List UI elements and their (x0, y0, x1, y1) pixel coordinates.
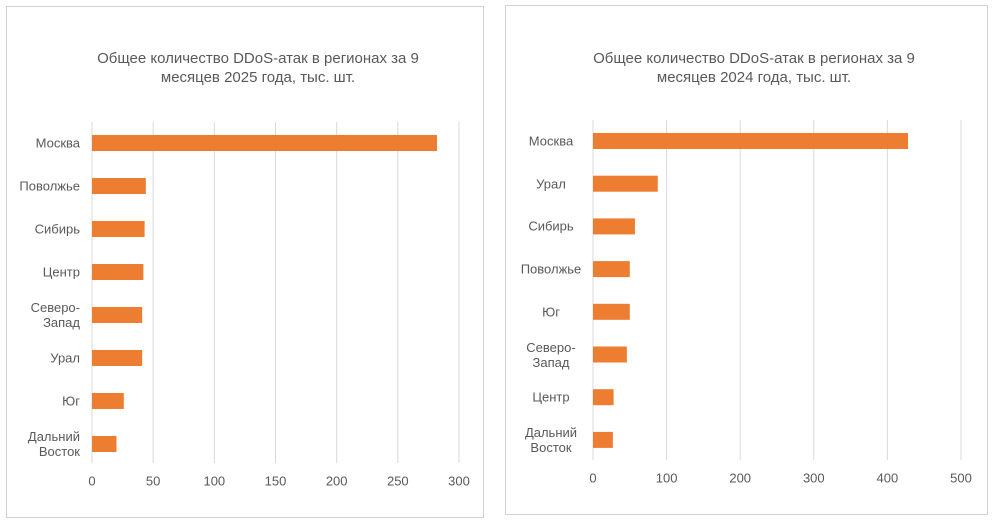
chart-title: Общее количество DDoS-атак в регионах за… (97, 50, 419, 86)
bar (92, 135, 437, 151)
bar (92, 350, 143, 366)
x-tick-label: 100 (656, 470, 678, 485)
bar (92, 264, 144, 280)
category-label: Юг (542, 304, 560, 320)
bar (593, 261, 630, 278)
category-label: Москва (35, 135, 80, 151)
category-label: Поволжье (520, 261, 582, 277)
bar (92, 393, 124, 409)
x-tick-label: 300 (448, 473, 470, 488)
category-label: Центр (532, 389, 570, 405)
x-tick-label: 0 (589, 470, 596, 485)
category-label: Москва (528, 133, 574, 149)
x-tick-label: 200 (729, 470, 751, 485)
chart-panel (505, 5, 988, 515)
bar (92, 178, 146, 194)
x-tick-label: 400 (877, 470, 899, 485)
bar (593, 303, 630, 320)
category-label: Поволжье (19, 178, 80, 194)
bar (593, 175, 658, 192)
x-tick-label: 150 (265, 473, 287, 488)
category-label: Юг (62, 393, 80, 409)
category-label: Северо-Запад (30, 300, 80, 330)
category-label: Сибирь (34, 221, 80, 237)
bar (92, 221, 145, 237)
bar (92, 436, 117, 452)
bar (593, 346, 627, 363)
x-tick-label: 300 (803, 470, 825, 485)
bar (593, 389, 614, 406)
category-label: Центр (42, 264, 80, 280)
category-label: Сибирь (528, 218, 574, 234)
bar (92, 307, 143, 323)
x-tick-label: 0 (88, 473, 95, 488)
x-tick-label: 100 (203, 473, 225, 488)
category-label: Дальний Восток (524, 424, 578, 455)
category-label: Урал (50, 350, 80, 366)
x-tick-label: 50 (146, 473, 160, 488)
x-tick-label: 200 (326, 473, 348, 488)
category-label: Урал (536, 176, 566, 192)
category-label: Дальний Восток (27, 429, 80, 459)
x-tick-label: 250 (387, 473, 409, 488)
bar (593, 133, 909, 149)
category-label: Северо-Запад (526, 339, 576, 370)
chart-title: Общее количество DDoS-атак в регионах за… (593, 50, 915, 86)
bar (593, 218, 635, 235)
x-tick-label: 500 (950, 470, 972, 485)
bar (593, 431, 613, 448)
chart-panel (6, 6, 484, 518)
